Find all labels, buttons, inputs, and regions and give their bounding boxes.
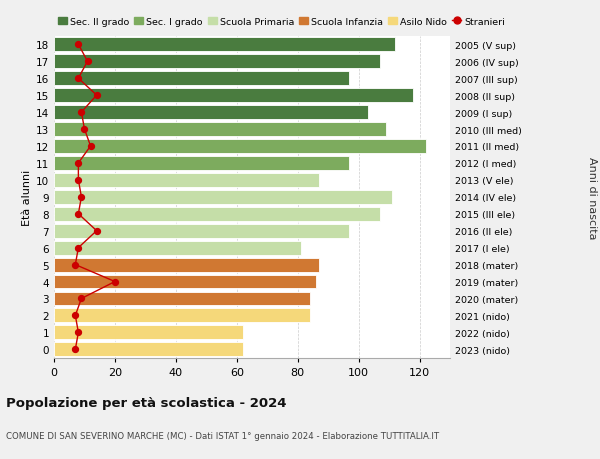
- Point: [74, 329, 83, 336]
- Text: Anni di nascita: Anni di nascita: [587, 156, 597, 239]
- Bar: [54, 157, 349, 170]
- Point: [77, 295, 86, 302]
- Point: [86, 143, 95, 150]
- Point: [71, 261, 80, 269]
- Point: [110, 278, 120, 285]
- Bar: [54, 89, 413, 103]
- Point: [74, 41, 83, 49]
- Point: [71, 312, 80, 319]
- Bar: [54, 342, 243, 357]
- Bar: [54, 309, 310, 323]
- Bar: [54, 38, 395, 52]
- Legend: Sec. II grado, Sec. I grado, Scuola Primaria, Scuola Infanzia, Asilo Nido, Stran: Sec. II grado, Sec. I grado, Scuola Prim…: [54, 14, 509, 30]
- Bar: [54, 174, 319, 187]
- Point: [83, 58, 92, 66]
- Point: [74, 75, 83, 83]
- Bar: [54, 241, 301, 255]
- Bar: [54, 258, 319, 272]
- Text: Popolazione per età scolastica - 2024: Popolazione per età scolastica - 2024: [6, 396, 287, 409]
- Point: [74, 177, 83, 184]
- Bar: [54, 292, 310, 306]
- Point: [77, 109, 86, 117]
- Y-axis label: Età alunni: Età alunni: [22, 169, 32, 225]
- Bar: [54, 275, 316, 289]
- Point: [74, 160, 83, 167]
- Bar: [54, 140, 425, 154]
- Point: [74, 211, 83, 218]
- Point: [74, 245, 83, 252]
- Bar: [54, 55, 380, 69]
- Point: [92, 92, 101, 100]
- Bar: [54, 224, 349, 238]
- Point: [71, 346, 80, 353]
- Bar: [54, 190, 392, 204]
- Bar: [54, 326, 243, 340]
- Point: [80, 126, 89, 134]
- Bar: [54, 207, 380, 221]
- Bar: [54, 72, 349, 86]
- Point: [92, 228, 101, 235]
- Text: COMUNE DI SAN SEVERINO MARCHE (MC) - Dati ISTAT 1° gennaio 2024 - Elaborazione T: COMUNE DI SAN SEVERINO MARCHE (MC) - Dat…: [6, 431, 439, 440]
- Bar: [54, 123, 386, 137]
- Point: [77, 194, 86, 201]
- Bar: [54, 106, 368, 120]
